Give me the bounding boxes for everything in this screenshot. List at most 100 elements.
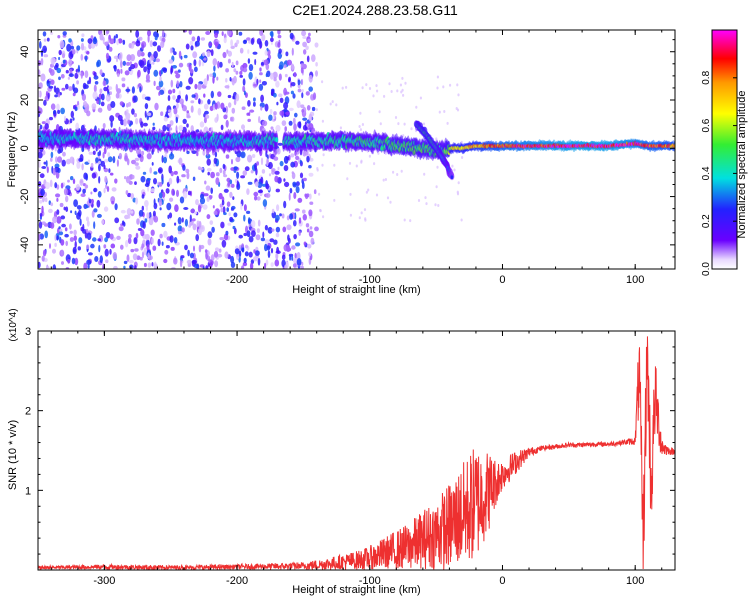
spectral-noise-blob [264,262,267,269]
spectral-noise-blob [265,183,270,190]
spectral-noise-blob [114,203,118,211]
spectral-noise-blob [127,213,131,219]
spectral-noise-blob [153,171,158,175]
spectral-noise-blob [301,30,307,37]
spectral-noise-blob [207,231,213,239]
spectral-noise-blob [443,110,446,113]
spectral-noise-blob [180,255,185,259]
spectral-noise-blob [43,54,49,58]
spectral-noise-blob [183,54,188,59]
spectral-noise-blob [368,154,371,158]
spectral-noise-blob [297,88,302,93]
spectral-noise-blob [232,196,235,201]
spectral-noise-blob [50,222,55,229]
spectral-noise-blob [249,262,254,269]
spectral-noise-blob [185,85,191,90]
spectral-noise-blob [214,102,218,110]
spectral-noise-blob [139,60,145,68]
spectral-noise-blob [127,192,132,198]
spectral-noise-blob [105,96,109,100]
spectral-noise-blob [331,100,334,104]
spectral-noise-blob [86,220,90,227]
spectral-noise-blob [73,235,78,242]
spectral-noise-blob [247,58,251,64]
spectral-noise-blob [135,197,139,205]
spectral-noise-blob [275,232,280,238]
spectral-noise-blob [229,216,234,222]
spectral-noise-blob [67,76,70,80]
spectral-noise-blob [399,83,402,87]
top-x-tick-label: 0 [499,274,505,286]
spectral-noise-blob [94,256,99,262]
spectral-noise-blob [308,113,313,122]
spectral-noise-blob [295,242,301,247]
spectral-noise-blob [304,121,308,129]
spectral-noise-blob [86,232,92,240]
spectral-noise-blob [65,206,69,212]
spectral-noise-blob [65,240,68,247]
spectral-noise-blob [86,259,92,265]
spectral-noise-blob [152,41,158,47]
spectral-noise-blob [240,203,243,211]
spectral-noise-blob [254,250,260,256]
spectral-noise-blob [40,58,44,66]
colorbar [711,29,738,270]
spectral-noise-blob [235,93,240,102]
spectral-noise-blob [146,177,151,181]
spectral-noise-blob [132,253,138,261]
spectral-noise-blob [116,57,118,63]
spectral-noise-blob [150,188,155,193]
spectral-noise-blob [55,156,58,163]
spectral-noise-blob [155,58,160,63]
spectral-noise-blob [148,217,154,226]
spectral-noise-blob [85,184,89,189]
spectral-noise-blob [172,95,176,100]
spectral-noise-blob [43,38,47,42]
spectral-noise-blob [146,212,150,220]
spectral-noise-blob [396,89,399,93]
spectral-noise-blob [310,237,315,245]
spectral-noise-blob [147,34,150,43]
spectral-noise-blob [147,262,152,268]
spectral-noise-blob [125,240,129,248]
spectral-noise-blob [219,237,225,241]
spectral-noise-blob [183,191,188,199]
spectral-noise-blob [58,76,61,81]
spectral-noise-blob [309,193,312,200]
spectral-noise-blob [241,265,245,269]
spectral-noise-blob [262,199,268,207]
spectral-noise-blob [419,96,422,100]
spectral-noise-blob [99,255,104,264]
spectral-noise-blob [217,60,220,69]
spectral-noise-blob [264,243,268,252]
spectral-noise-blob [109,115,115,122]
top-x-tick-label: -300 [93,274,115,286]
spectral-noise-blob [103,164,106,170]
top-x-tick-label: -200 [226,274,248,286]
spectral-noise-blob [308,74,313,83]
spectral-noise-blob [67,179,70,183]
spectral-noise-blob [264,103,269,112]
spectral-noise-blob [223,114,228,120]
spectral-noise-blob [86,216,89,222]
spectral-noise-blob [144,183,150,187]
spectral-noise-blob [275,188,280,193]
spectral-noise-blob [264,224,268,231]
spectral-noise-blob [116,235,121,240]
spectral-noise-blob [127,101,132,107]
spectral-noise-blob [74,72,79,79]
spectral-noise-blob [291,172,296,180]
spectral-noise-blob [235,60,239,66]
spectral-noise-blob [284,91,290,95]
spectral-noise-blob [127,237,132,244]
spectral-noise-blob [86,110,91,117]
spectral-noise-blob [274,170,280,175]
spectral-noise-blob [70,110,75,118]
spectral-noise-blob [152,61,155,65]
spectral-noise-blob [165,188,170,194]
spectral-noise-blob [110,101,116,108]
spectral-noise-blob [248,251,253,258]
spectral-noise-blob [146,244,150,251]
spectral-noise-blob [176,189,179,197]
spectral-noise-blob [224,85,230,89]
